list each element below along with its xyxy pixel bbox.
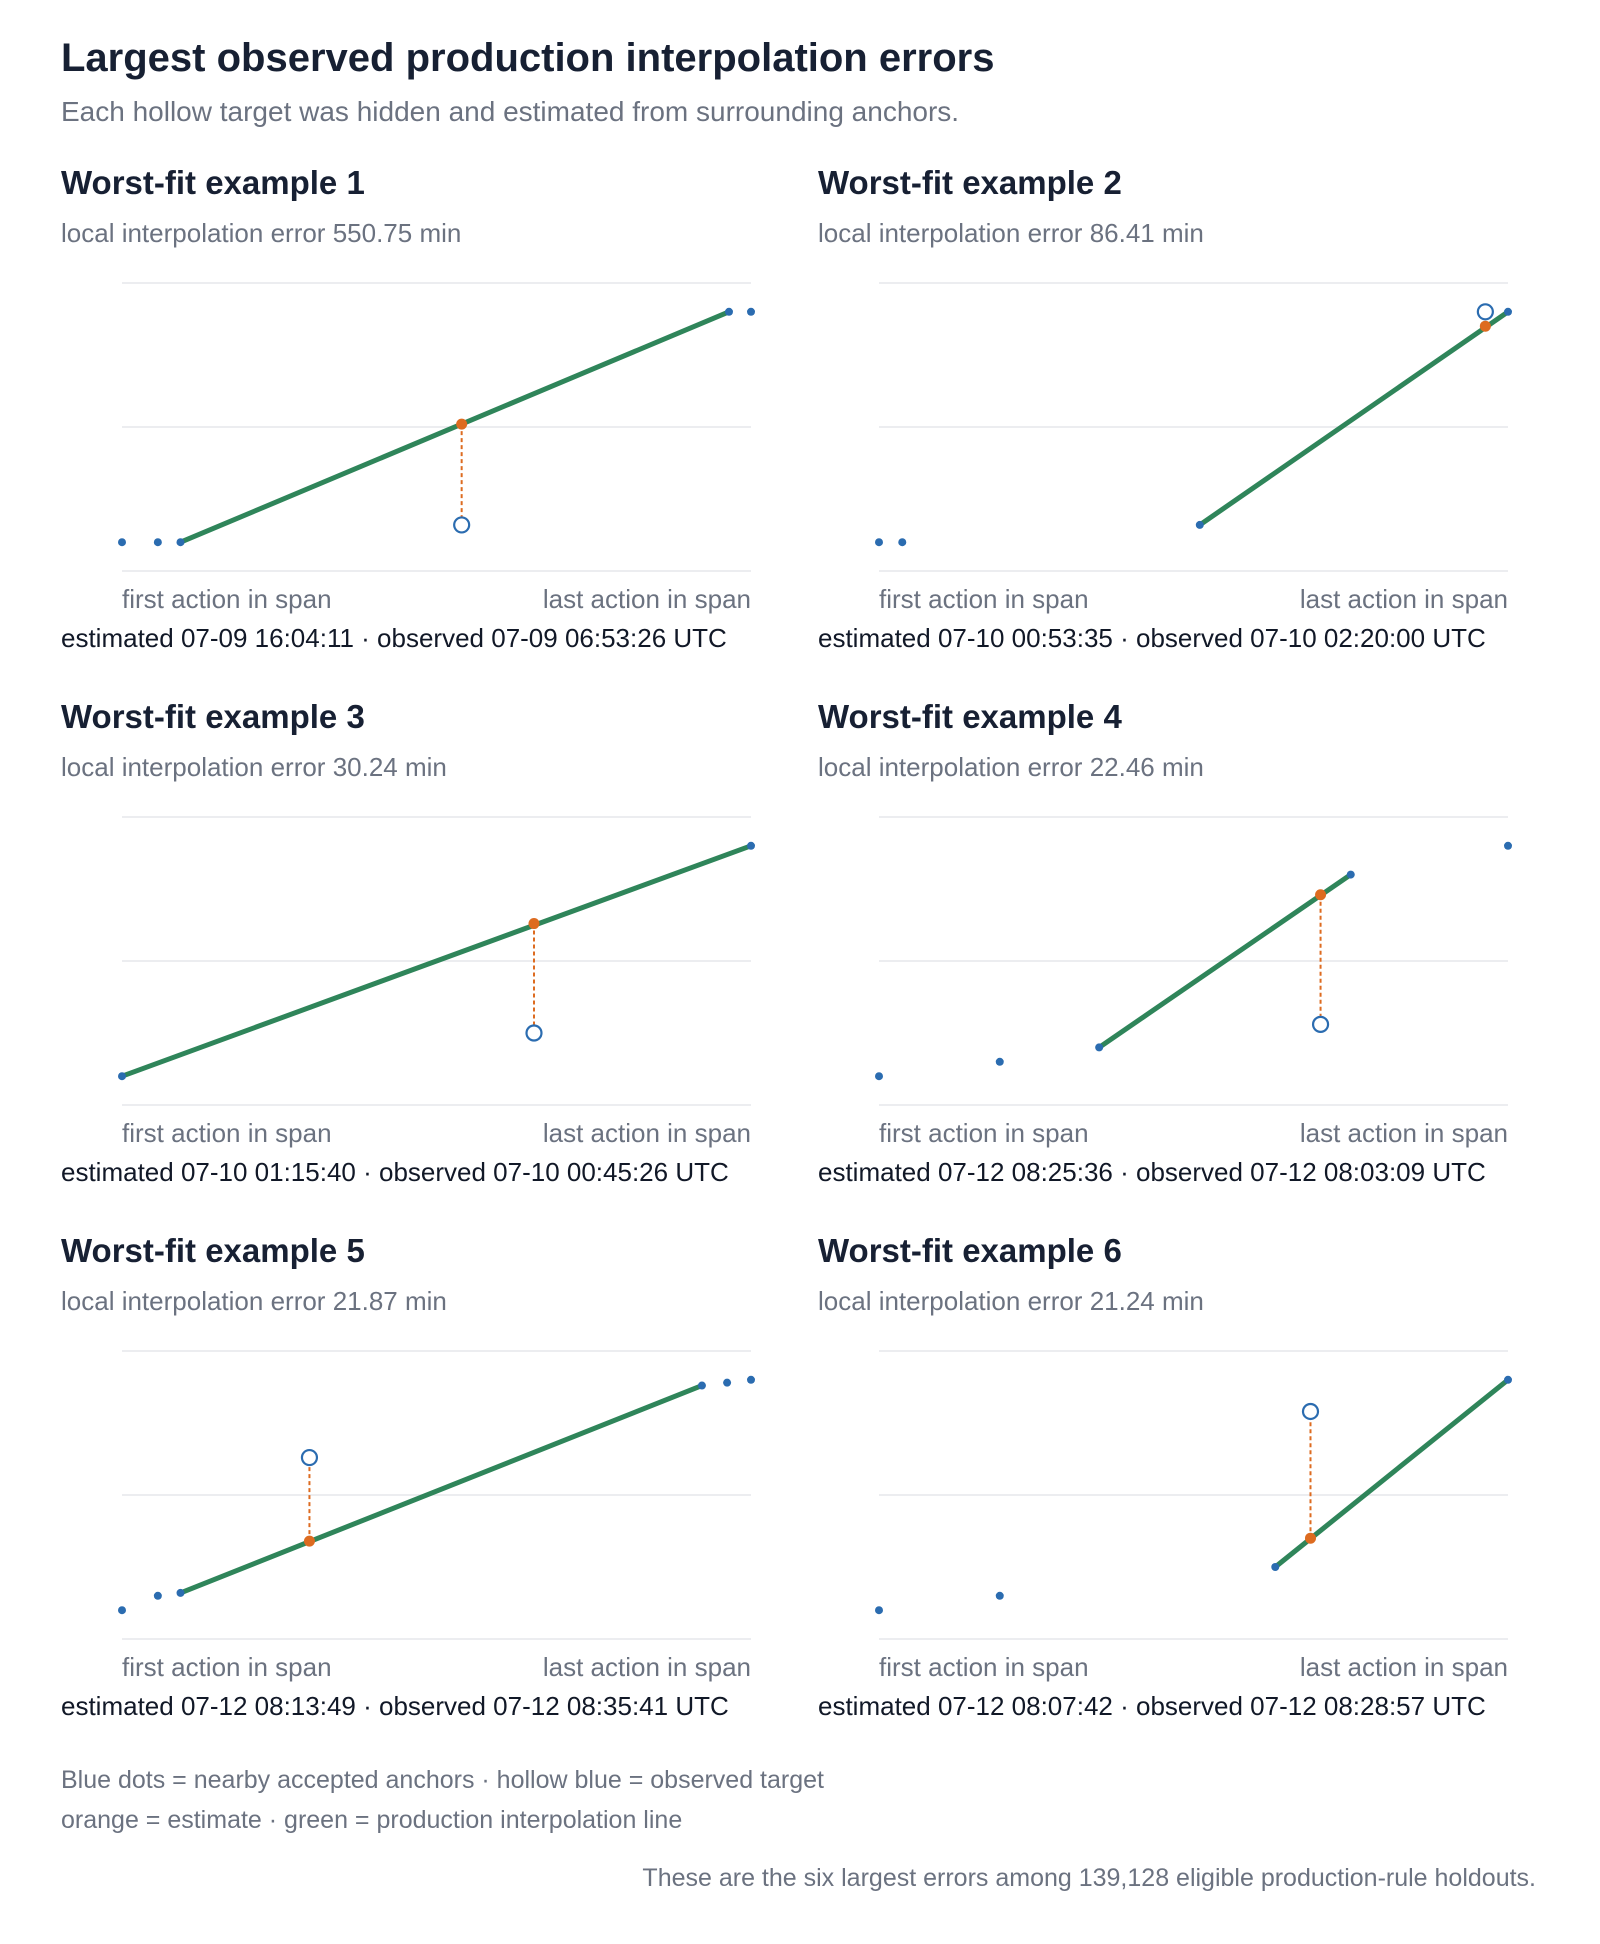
anchor-point <box>1346 870 1355 879</box>
anchor-point <box>1504 841 1512 850</box>
chart-plot: first action in span last action in span <box>875 816 1512 1148</box>
chart-caption: estimated 07-12 08:07:42 · observed 07-1… <box>818 1691 1486 1721</box>
observed-target-point <box>1311 1015 1330 1033</box>
anchor-point <box>747 841 755 850</box>
observed-target-point <box>1301 1402 1320 1421</box>
observed-target-point <box>1476 303 1494 321</box>
chart-panel-3: Worst-fit example 3 local interpolation … <box>61 694 801 1214</box>
chart-subtitle: local interpolation error 21.24 min <box>818 1286 1204 1316</box>
chart-plot: first action in span last action in span <box>118 816 755 1148</box>
chart-subtitle: local interpolation error 22.46 min <box>818 752 1204 782</box>
page-subtitle: Each hollow target was hidden and estima… <box>61 96 960 127</box>
chart-panel-5: Worst-fit example 5 local interpolation … <box>61 1228 801 1748</box>
chart-title: Worst-fit example 4 <box>818 698 1122 735</box>
observed-target-point <box>453 516 471 534</box>
legend-line-1: Blue dots = nearby accepted anchors · ho… <box>61 1766 824 1794</box>
estimate-point <box>1304 1532 1316 1544</box>
chart-title: Worst-fit example 3 <box>61 698 365 735</box>
estimate-point <box>456 418 468 430</box>
chart-plot: first action in span last action in span <box>118 1350 755 1682</box>
anchor-point <box>153 538 162 547</box>
x-axis-start-label: first action in span <box>122 584 332 614</box>
chart-plot: first action in span last action in span <box>118 282 755 614</box>
anchor-point <box>697 1381 706 1390</box>
chart-caption: estimated 07-10 00:53:35 · observed 07-1… <box>818 623 1486 653</box>
x-axis-end-label: last action in span <box>543 584 751 614</box>
page-title: Largest observed production interpolatio… <box>61 36 995 80</box>
chart-panel-2: Worst-fit example 2 local interpolation … <box>818 160 1558 680</box>
anchor-point <box>1271 1563 1280 1571</box>
estimate-point <box>1315 889 1327 901</box>
observed-target-point <box>300 1448 319 1467</box>
anchor-point <box>723 1378 732 1387</box>
interpolation-line <box>177 309 732 545</box>
chart-subtitle: local interpolation error 21.87 min <box>61 1286 447 1316</box>
anchor-point <box>176 538 185 547</box>
x-axis-start-label: first action in span <box>122 1652 332 1682</box>
anchor-point <box>118 1606 126 1615</box>
x-axis-end-label: last action in span <box>1300 1118 1508 1148</box>
x-axis-end-label: last action in span <box>543 1652 751 1682</box>
x-axis-start-label: first action in span <box>879 584 1089 614</box>
anchor-point <box>875 1606 883 1615</box>
anchor-point <box>1504 1375 1512 1384</box>
anchor-point <box>875 538 883 547</box>
anchor-point <box>153 1591 162 1600</box>
x-axis-start-label: first action in span <box>879 1118 1089 1148</box>
chart-subtitle: local interpolation error 550.75 min <box>61 218 462 248</box>
estimate-point <box>1479 320 1491 332</box>
interpolation-line <box>177 1383 705 1596</box>
anchor-point <box>118 1072 126 1081</box>
x-axis-start-label: first action in span <box>122 1118 332 1148</box>
anchor-point <box>118 538 126 547</box>
chart-plot: first action in span last action in span <box>875 1350 1512 1682</box>
chart-title: Worst-fit example 2 <box>818 164 1122 201</box>
chart-panel-6: Worst-fit example 6 local interpolation … <box>818 1228 1558 1748</box>
chart-title: Worst-fit example 6 <box>818 1232 1122 1269</box>
anchor-point <box>995 1591 1004 1600</box>
interpolation-line <box>1197 309 1511 528</box>
anchor-point <box>747 307 755 316</box>
anchor-point <box>1195 520 1204 529</box>
observed-target-point <box>525 1024 543 1042</box>
x-axis-end-label: last action in span <box>1300 1652 1508 1682</box>
anchor-point <box>1504 307 1512 316</box>
anchor-point <box>747 1375 755 1384</box>
anchor-point <box>1095 1043 1104 1052</box>
x-axis-end-label: last action in span <box>543 1118 751 1148</box>
chart-caption: estimated 07-10 01:15:40 · observed 07-1… <box>61 1157 729 1187</box>
x-axis-start-label: first action in span <box>879 1652 1089 1682</box>
chart-subtitle: local interpolation error 86.41 min <box>818 218 1204 248</box>
x-axis-end-label: last action in span <box>1300 584 1508 614</box>
estimate-point <box>528 918 540 930</box>
anchor-point <box>724 307 733 316</box>
chart-title: Worst-fit example 5 <box>61 1232 365 1269</box>
anchor-point <box>875 1072 883 1081</box>
estimate-point <box>303 1535 315 1547</box>
chart-caption: estimated 07-12 08:13:49 · observed 07-1… <box>61 1691 729 1721</box>
footnote: These are the six largest errors among 1… <box>642 1864 1536 1892</box>
chart-caption: estimated 07-09 16:04:11 · observed 07-0… <box>61 623 727 653</box>
legend-line-2: orange = estimate · green = production i… <box>61 1806 683 1834</box>
anchor-point <box>995 1057 1004 1066</box>
anchor-point <box>898 538 907 547</box>
chart-subtitle: local interpolation error 30.24 min <box>61 752 447 782</box>
chart-panel-1: Worst-fit example 1 local interpolation … <box>61 160 801 680</box>
chart-panel-4: Worst-fit example 4 local interpolation … <box>818 694 1558 1214</box>
interpolation-line <box>119 843 754 1079</box>
chart-plot: first action in span last action in span <box>875 282 1512 614</box>
chart-title: Worst-fit example 1 <box>61 164 365 201</box>
interpolation-line <box>1096 872 1354 1050</box>
anchor-point <box>176 1588 185 1597</box>
chart-caption: estimated 07-12 08:25:36 · observed 07-1… <box>818 1157 1486 1187</box>
